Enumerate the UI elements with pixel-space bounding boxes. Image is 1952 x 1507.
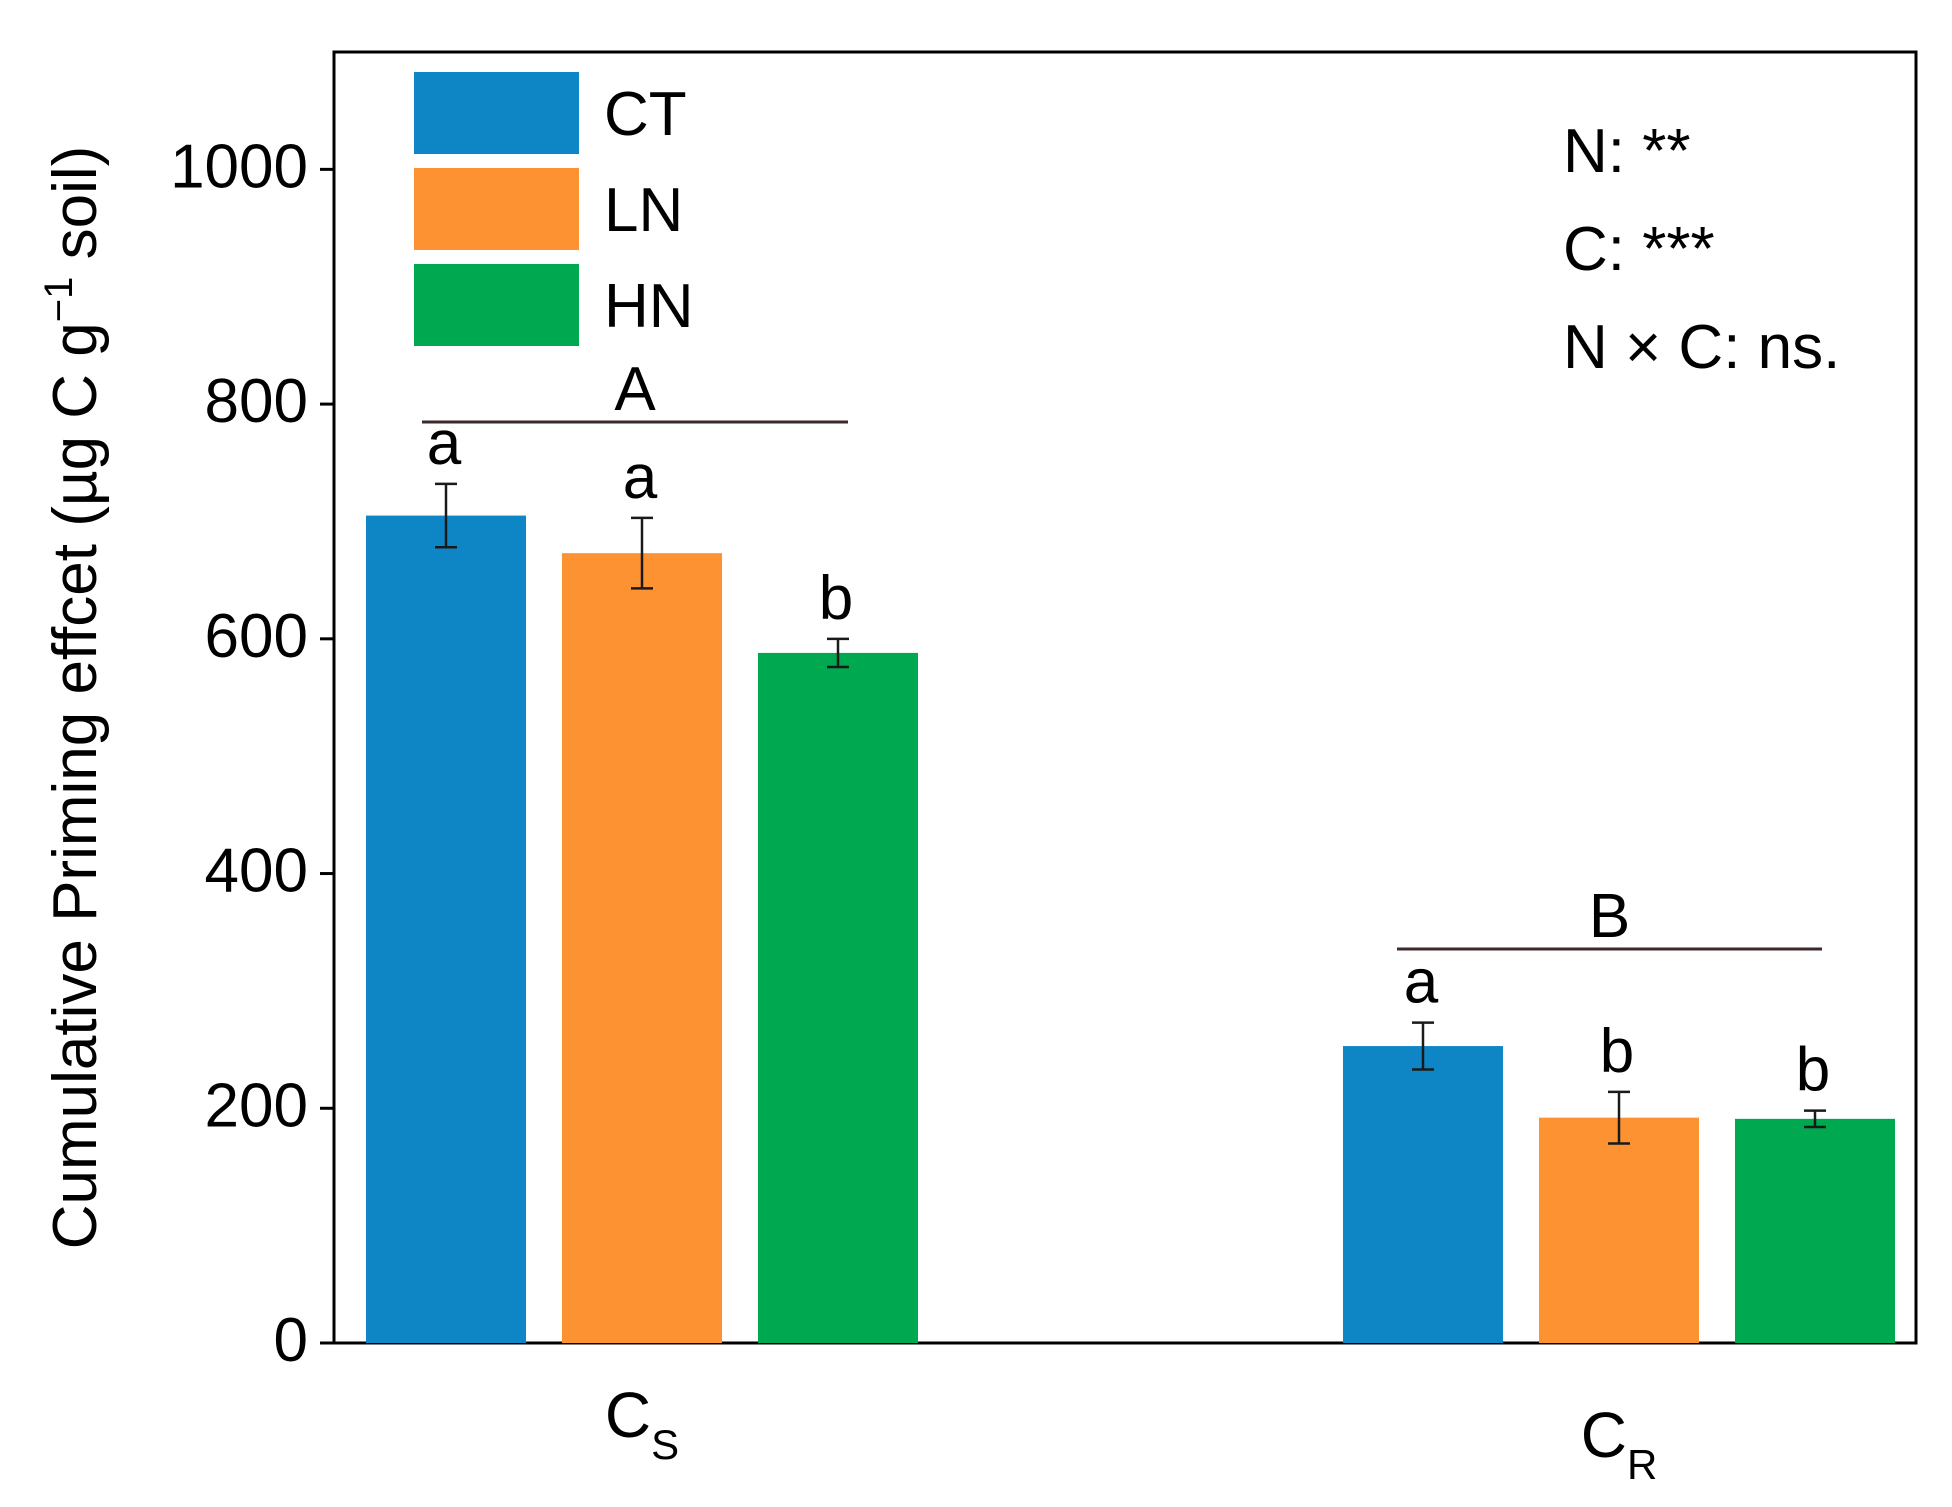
y-tick-label: 1000 [170,132,308,201]
legend-label: CT [604,80,687,149]
stats-text: N: ** [1563,117,1690,186]
significance-letter: a [427,409,462,478]
legend-label: LN [604,176,683,245]
bar-hn [1735,1118,1895,1343]
bar-ln [562,553,722,1343]
y-tick-label: 400 [205,837,308,906]
x-category-label: CS [605,1379,679,1468]
significance-letter: b [819,564,853,633]
bar-hn [758,652,918,1343]
stats-text: C: *** [1563,215,1715,284]
bar-ct [1343,1046,1503,1343]
significance-letter: a [1404,948,1439,1017]
y-tick-label: 600 [205,602,308,671]
y-axis-label: Cumulative Priming effcet (µg C g−1 soil… [37,146,110,1250]
legend-swatch [414,168,579,250]
bar-ln [1539,1117,1699,1343]
legend-label: HN [604,272,694,341]
y-tick-label: 800 [205,367,308,436]
significance-letter: a [623,443,658,512]
bar-ct [366,515,526,1343]
group-letter: A [614,355,656,424]
legend-swatch [414,72,579,154]
group-letter: B [1589,882,1630,951]
plot-frame [332,50,1918,1345]
x-category-label: CR [1581,1399,1658,1488]
stats-text: N × C: ns. [1563,313,1840,382]
y-tick-label: 0 [274,1306,308,1375]
significance-letter: b [1796,1036,1830,1105]
significance-letter: b [1600,1017,1634,1086]
y-tick-label: 200 [205,1071,308,1140]
legend-swatch [414,264,579,346]
